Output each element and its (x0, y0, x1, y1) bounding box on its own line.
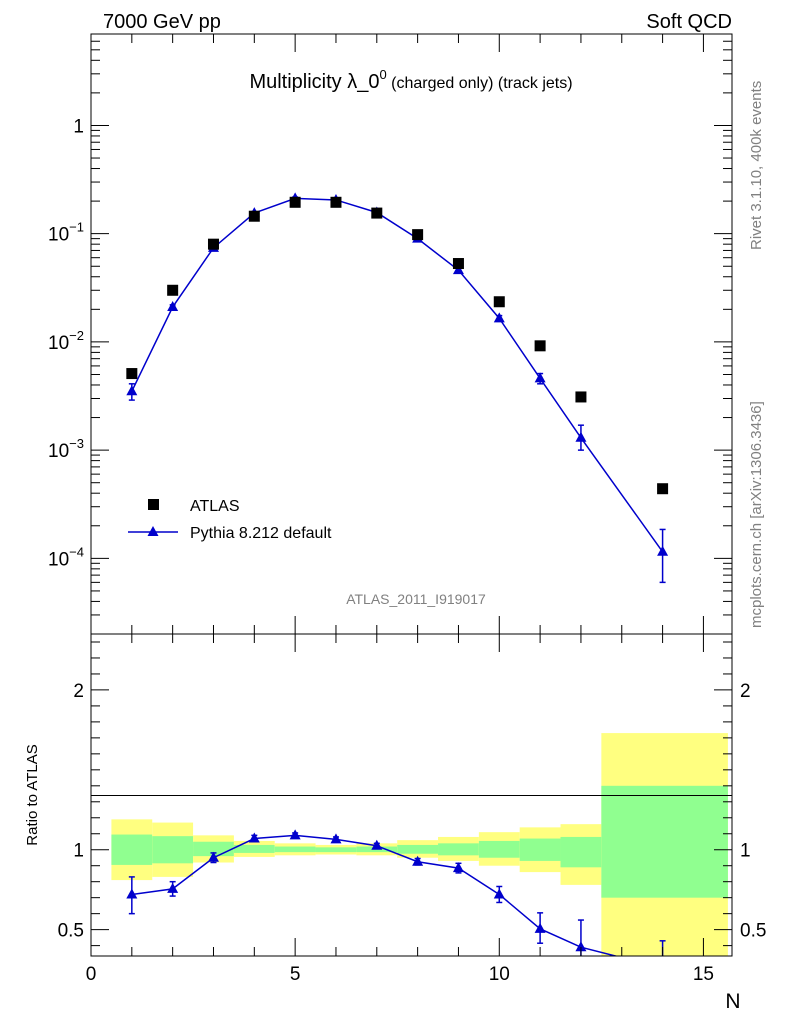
ratio-y-tick-label-right: 0.5 (740, 921, 766, 942)
ratio-uncertainty-bands (111, 733, 728, 956)
x-tick-label: 10 (489, 964, 510, 985)
legend-marker-atlas (148, 499, 159, 510)
mc-point-ratio (167, 882, 179, 893)
mc-point-ratio (575, 941, 587, 952)
ratio-green-band (233, 844, 275, 853)
mc-point-ratio (207, 851, 219, 862)
mc-point-main (575, 431, 587, 442)
ratio-y-tick-label: 2 (73, 681, 84, 702)
main-y-tick-label: 10−2 (48, 328, 84, 354)
mc-point-ratio (248, 832, 260, 843)
x-tick-label: 15 (693, 964, 714, 985)
legend-label-pythia: Pythia 8.212 default (190, 525, 332, 542)
mc-point-ratio (412, 855, 424, 866)
mc-point-main (534, 372, 546, 383)
data-point (575, 391, 587, 403)
data-series-main (126, 196, 669, 495)
data-point (371, 207, 383, 219)
ratio-green-band (519, 838, 561, 861)
main-y-tick-label: 10−4 (48, 544, 84, 570)
ratio-green-band (315, 847, 357, 853)
ratio-y-tick-label: 1 (73, 841, 84, 862)
mc-point-ratio (330, 833, 342, 844)
ratio-green-band (560, 836, 602, 868)
data-point (330, 196, 342, 208)
main-y-tick-label: 10−1 (48, 220, 84, 246)
ratio-green-band (478, 840, 520, 858)
data-point (289, 196, 301, 208)
rivet-version-label: Rivet 3.1.10, 400k events (748, 81, 765, 250)
mc-point-main (493, 312, 505, 323)
ratio-y-axis: 0.5 0.5 1 1 2 2 (58, 641, 766, 947)
ratio-green-band (601, 785, 728, 898)
legend-marker-pythia (147, 526, 159, 536)
data-point (207, 238, 219, 250)
main-y-tick-label: 10−3 (48, 436, 84, 462)
chart-title: Multiplicity λ_00 (charged only) (track … (249, 67, 572, 93)
legend-label-atlas: ATLAS (190, 498, 240, 515)
mc-point-ratio (657, 962, 668, 972)
x-tick-label: 5 (290, 964, 301, 985)
data-point (534, 340, 546, 352)
data-point (452, 258, 464, 270)
ratio-y-tick-label: 0.5 (58, 921, 84, 942)
mc-point-main (657, 545, 669, 556)
legend: ATLAS Pythia 8.212 default (128, 498, 332, 542)
main-plot: Multiplicity λ_00 (charged only) (track … (48, 33, 733, 635)
ratio-plot: 0.5 0.5 1 1 2 2 0 5 10 15 Ratio to ATLAS N (24, 633, 766, 1013)
mc-point-ratio (371, 839, 383, 850)
data-point (126, 368, 138, 380)
mc-series-ratio (126, 829, 668, 972)
ratio-green-band (152, 836, 194, 864)
data-point (248, 210, 260, 222)
main-y-axis: 1 10−1 10−2 10−3 10−4 (48, 33, 732, 635)
mc-point-main (167, 301, 179, 312)
mc-point-main (126, 385, 138, 396)
ratio-y-tick-label-right: 2 (740, 681, 751, 702)
ratio-green-band (438, 843, 479, 856)
main-x-axis (90, 34, 704, 634)
data-point (412, 229, 424, 241)
header-process-label: Soft QCD (646, 11, 732, 33)
ratio-plot-frame (90, 633, 733, 957)
mc-point-ratio (534, 922, 546, 933)
ratio-x-axis: 0 5 10 15 (86, 634, 714, 985)
ratio-green-band (111, 834, 153, 865)
mc-point-ratio (493, 888, 505, 899)
main-y-tick-label: 1 (73, 116, 84, 137)
mc-point-ratio (126, 888, 138, 899)
ratio-green-band (274, 846, 316, 853)
data-point (167, 284, 179, 296)
main-plot-frame (90, 33, 733, 635)
mc-point-ratio (452, 862, 464, 873)
x-tick-label: 0 (86, 964, 97, 985)
data-point (493, 296, 505, 308)
x-axis-label: N (725, 990, 740, 1013)
ratio-green-band (397, 844, 439, 854)
data-point (657, 483, 669, 495)
mcplots-reference-label: mcplots.cern.ch [arXiv:1306.3436] (748, 401, 765, 628)
mc-series-main (126, 192, 669, 584)
mc-point-main (452, 264, 464, 275)
analysis-watermark: ATLAS_2011_I919017 (346, 591, 486, 607)
ratio-y-axis-label: Ratio to ATLAS (24, 744, 41, 845)
header-energy-label: 7000 GeV pp (103, 11, 221, 33)
ratio-y-tick-label-right: 1 (740, 841, 751, 862)
mc-point-ratio (289, 829, 301, 840)
